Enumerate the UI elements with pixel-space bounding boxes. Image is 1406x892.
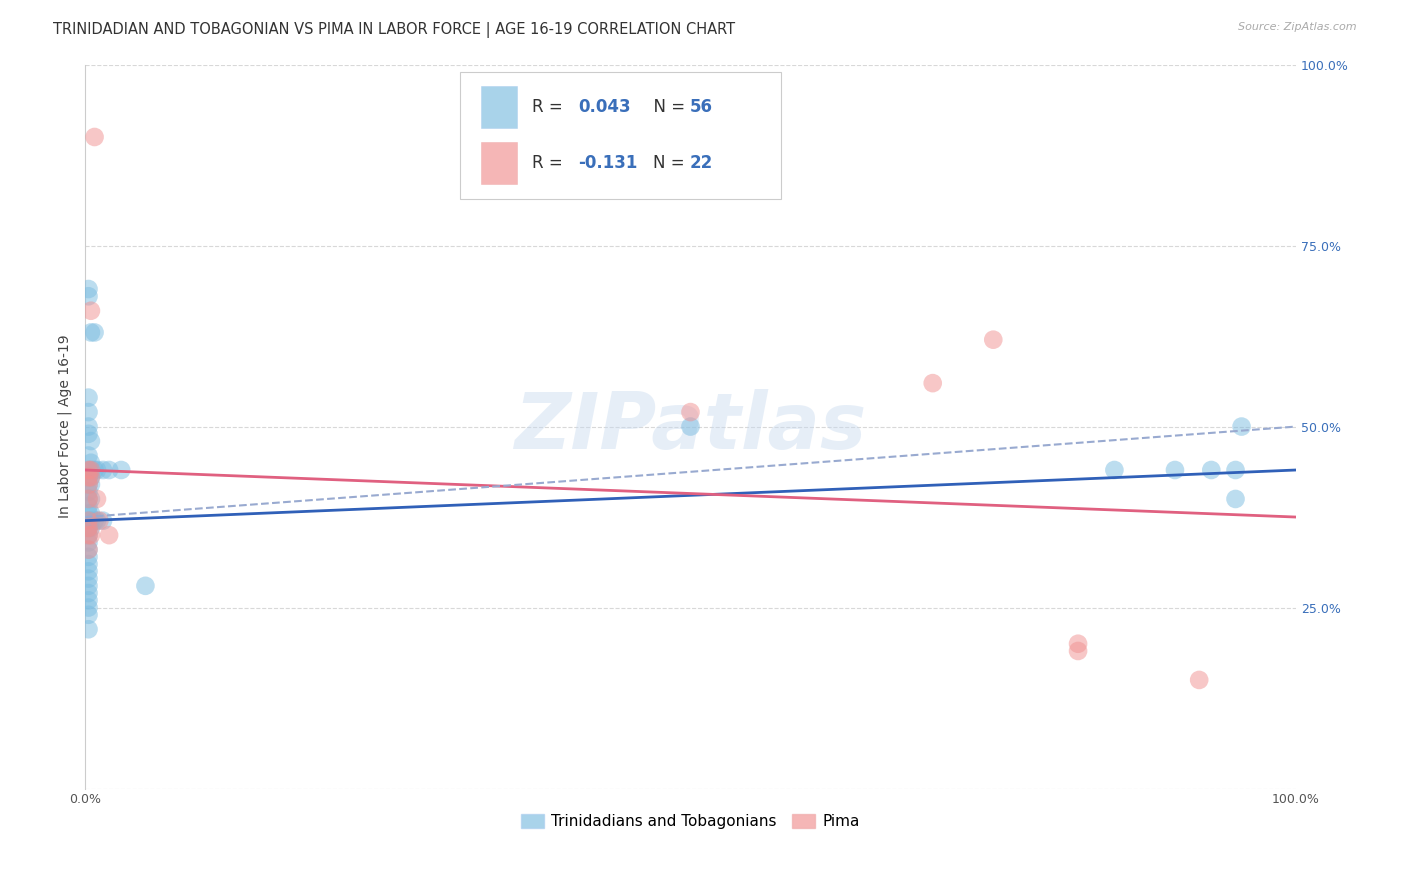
Point (80, 303, 103, 318)
Point (77, 419, 100, 434)
Point (80, 434, 103, 448)
Point (921, 376, 943, 391)
Point (77, 477, 100, 491)
Point (77, 289, 100, 303)
Point (89, 514, 111, 528)
Point (679, 405, 702, 419)
Point (77, 600, 100, 615)
Point (1230, 419, 1253, 434)
Point (981, 333, 1004, 347)
Point (77, 514, 100, 528)
Point (1067, 637, 1090, 651)
Point (77, 507, 100, 521)
Point (86, 491, 108, 506)
Y-axis label: In Labor Force | Age 16-19: In Labor Force | Age 16-19 (58, 334, 72, 518)
Point (77, 542, 100, 557)
Point (1201, 463, 1223, 477)
Point (91, 514, 114, 528)
Point (83, 326, 105, 340)
Point (77, 426, 100, 441)
Text: TRINIDADIAN AND TOBAGONIAN VS PIMA IN LABOR FORCE | AGE 16-19 CORRELATION CHART: TRINIDADIAN AND TOBAGONIAN VS PIMA IN LA… (53, 22, 735, 38)
Point (679, 419, 702, 434)
Point (80, 477, 103, 491)
Text: R =: R = (531, 98, 568, 116)
Text: R =: R = (531, 154, 568, 172)
Point (77, 607, 100, 622)
Point (80, 470, 103, 484)
Point (1067, 644, 1090, 658)
Point (77, 549, 100, 564)
Point (80, 463, 103, 477)
Point (77, 514, 100, 528)
Point (83, 463, 105, 477)
Text: N =: N = (652, 154, 690, 172)
Text: Source: ZipAtlas.com: Source: ZipAtlas.com (1239, 22, 1357, 32)
Point (77, 622, 100, 636)
Point (77, 586, 100, 600)
Point (77, 535, 100, 549)
Point (77, 282, 100, 296)
Text: 0.043: 0.043 (578, 98, 630, 116)
Point (77, 491, 100, 506)
Point (77, 405, 100, 419)
Point (77, 572, 100, 586)
FancyBboxPatch shape (460, 72, 782, 199)
Point (80, 507, 103, 521)
Point (83, 130, 105, 145)
Point (77, 449, 100, 463)
Point (77, 391, 100, 405)
Text: 22: 22 (689, 154, 713, 172)
Point (1104, 463, 1126, 477)
Point (77, 484, 100, 499)
Point (80, 470, 103, 484)
Point (77, 470, 100, 484)
FancyBboxPatch shape (481, 142, 517, 184)
Point (77, 579, 100, 593)
Point (98, 463, 121, 477)
Point (91, 463, 114, 477)
Point (77, 528, 100, 542)
Point (77, 470, 100, 484)
Text: N =: N = (643, 98, 690, 116)
Point (86, 463, 108, 477)
Point (77, 557, 100, 571)
Point (98, 528, 121, 542)
Point (77, 477, 100, 491)
Point (77, 491, 100, 506)
Point (134, 579, 156, 593)
Point (1225, 463, 1247, 477)
Legend: Trinidadians and Tobagonians, Pima: Trinidadians and Tobagonians, Pima (515, 807, 866, 835)
Point (80, 528, 103, 542)
Point (80, 491, 103, 506)
Point (77, 565, 100, 579)
Text: ZIPatlas: ZIPatlas (515, 389, 866, 465)
Point (80, 463, 103, 477)
Text: 56: 56 (689, 98, 713, 116)
Point (80, 514, 103, 528)
Point (80, 521, 103, 535)
Point (77, 521, 100, 535)
Point (77, 463, 100, 477)
Point (77, 463, 100, 477)
FancyBboxPatch shape (481, 87, 517, 128)
Point (77, 542, 100, 557)
Point (110, 463, 132, 477)
Text: -0.131: -0.131 (578, 154, 637, 172)
Point (86, 514, 108, 528)
Point (77, 528, 100, 542)
Point (77, 593, 100, 607)
Point (1164, 463, 1187, 477)
Point (77, 521, 100, 535)
Point (83, 514, 105, 528)
Point (77, 499, 100, 513)
Point (80, 456, 103, 470)
Point (1225, 491, 1247, 506)
Point (1188, 673, 1211, 687)
Point (80, 326, 103, 340)
